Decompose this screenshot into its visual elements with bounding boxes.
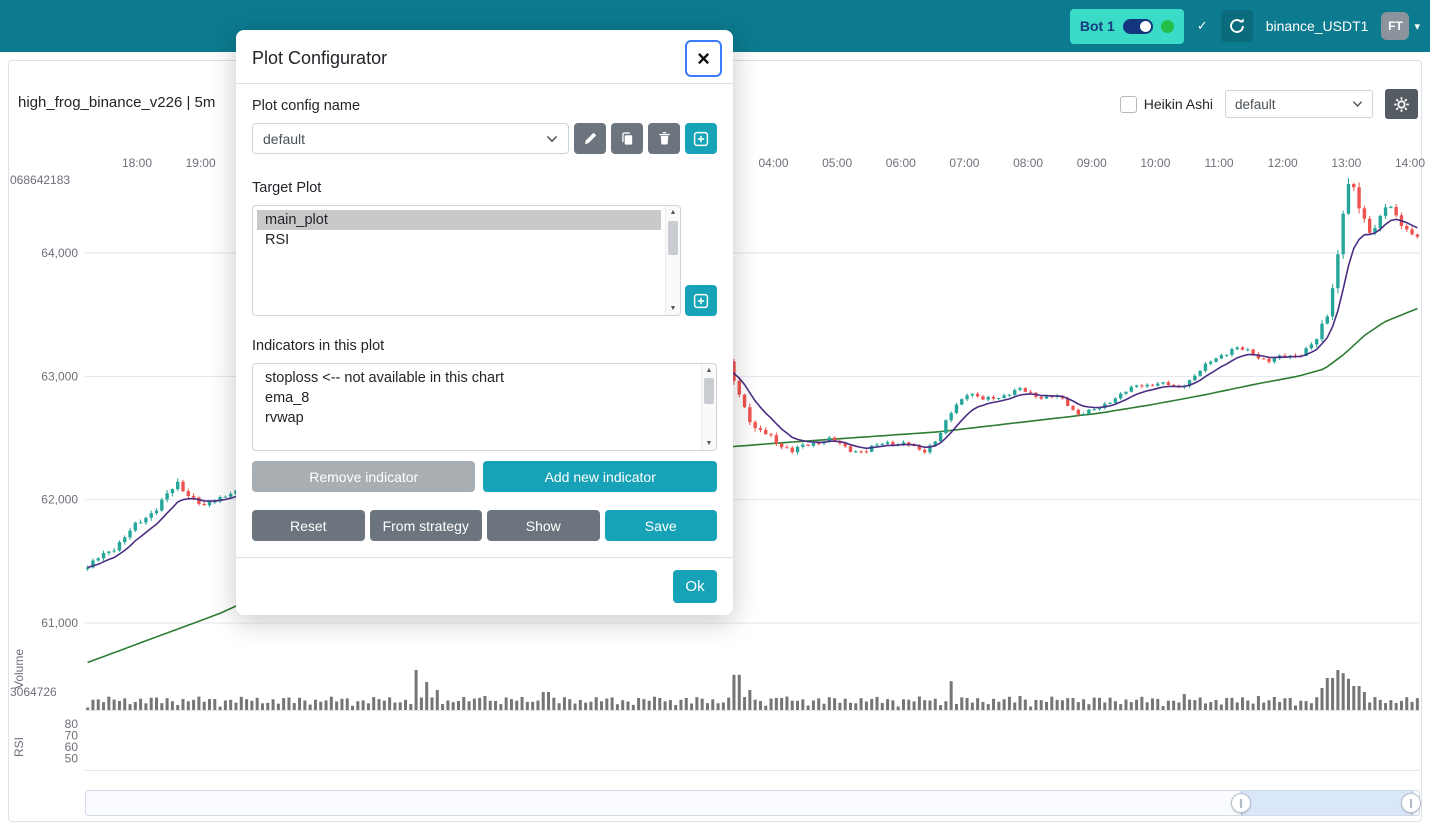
scroll-thumb[interactable] xyxy=(668,221,678,255)
volume-axis-title: Volume xyxy=(12,648,26,690)
gear-icon xyxy=(1394,96,1409,112)
bot-name-label: Bot 1 xyxy=(1079,18,1115,34)
chevron-down-icon xyxy=(546,135,558,142)
chart-pair-title: high_frog_binance_v226 | 5m xyxy=(18,94,216,111)
plot-config-name-select[interactable]: default xyxy=(252,123,569,154)
scrollbar[interactable]: ▲ ▼ xyxy=(701,364,716,450)
pencil-icon xyxy=(584,132,596,144)
scroll-down-arrow[interactable]: ▼ xyxy=(669,305,677,312)
target-plot-label: Target Plot xyxy=(252,180,322,196)
chevron-down-icon xyxy=(1352,101,1363,108)
show-button[interactable]: Show xyxy=(487,510,600,541)
plus-square-icon xyxy=(693,131,709,146)
check-icon: ✓ xyxy=(1196,18,1208,33)
scrollbar[interactable]: ▲ ▼ xyxy=(665,206,680,315)
indicator-option-rvwap[interactable]: rvwap xyxy=(265,410,304,426)
chart-controls: Heikin Ashi default xyxy=(1119,89,1418,119)
plot-config-dropdown-value: default xyxy=(1235,96,1276,112)
target-plot-listbox[interactable]: main_plot RSI ▲ ▼ xyxy=(252,205,681,316)
heikin-ashi-toggle[interactable]: Heikin Ashi xyxy=(1119,95,1213,113)
avatar: FT xyxy=(1381,12,1410,40)
ok-button[interactable]: Ok xyxy=(673,570,717,603)
scroll-down-arrow[interactable]: ▼ xyxy=(705,440,713,447)
delete-config-button[interactable] xyxy=(648,123,680,154)
plus-square-icon xyxy=(693,293,709,308)
from-strategy-button[interactable]: From strategy xyxy=(369,510,482,541)
indicator-buttons-row: Remove indicator Add new indicator xyxy=(252,461,717,492)
remove-indicator-button[interactable]: Remove indicator xyxy=(252,461,476,492)
indicators-label: Indicators in this plot xyxy=(252,338,385,354)
refresh-icon xyxy=(1229,18,1244,33)
caret-down-icon: ▾ xyxy=(1414,20,1420,33)
config-actions-row: Reset From strategy Show Save xyxy=(252,510,717,541)
indicator-option-ema-8[interactable]: ema_8 xyxy=(265,390,310,406)
avatar-initials: FT xyxy=(1388,19,1403,33)
bot-online-dot xyxy=(1160,19,1174,33)
add-config-button[interactable] xyxy=(685,123,717,154)
duplicate-config-button[interactable] xyxy=(611,123,643,154)
datazoom-window[interactable] xyxy=(1241,791,1413,815)
reset-button[interactable]: Reset xyxy=(252,510,365,541)
close-button[interactable]: × xyxy=(685,40,722,77)
plot-config-dropdown[interactable]: default xyxy=(1225,90,1373,118)
trash-icon xyxy=(658,132,670,145)
plot-config-name-value: default xyxy=(263,130,306,147)
datazoom-right-handle[interactable]: ∥ xyxy=(1401,793,1421,813)
navbar-right-controls: Bot 1 ✓ binance_USDT1 FT ▾ xyxy=(1069,0,1420,52)
toggle-knob xyxy=(1139,20,1151,32)
add-new-indicator-button[interactable]: Add new indicator xyxy=(483,461,717,492)
modal-body: Plot config name default xyxy=(236,84,733,557)
copy-icon xyxy=(621,132,632,145)
target-plot-option-main-plot[interactable]: main_plot xyxy=(257,210,661,230)
datazoom-left-handle[interactable]: ∥ xyxy=(1231,793,1251,813)
rsi-axis-title: RSI xyxy=(12,737,26,758)
modal-title: Plot Configurator xyxy=(252,48,388,68)
modal-header: Plot Configurator × xyxy=(236,30,733,84)
bot-toggle-switch[interactable] xyxy=(1122,18,1153,34)
heikin-ashi-checkbox[interactable] xyxy=(1119,95,1137,113)
modal-footer: Ok xyxy=(236,557,733,615)
add-target-plot-button[interactable] xyxy=(685,285,717,316)
datazoom-slider[interactable]: ∥ ∥ xyxy=(85,790,1421,816)
bot-selector-button[interactable]: Bot 1 xyxy=(1069,8,1184,44)
exchange-label: binance_USDT1 xyxy=(1265,18,1369,34)
plot-configurator-dialog: Plot Configurator × Plot config name def… xyxy=(236,30,733,615)
scroll-up-arrow[interactable]: ▲ xyxy=(705,367,713,374)
plot-settings-button[interactable] xyxy=(1385,89,1418,119)
refresh-button[interactable] xyxy=(1220,10,1253,42)
heikin-ashi-label: Heikin Ashi xyxy=(1143,96,1213,112)
indicator-option-stoploss[interactable]: stoploss <-- not available in this chart xyxy=(265,370,504,386)
scroll-thumb[interactable] xyxy=(704,378,714,404)
scroll-up-arrow[interactable]: ▲ xyxy=(669,209,677,216)
config-name-row: default xyxy=(252,123,717,154)
datazoom-preview xyxy=(86,791,1419,815)
target-plot-row: main_plot RSI ▲ ▼ xyxy=(252,205,717,316)
indicators-listbox[interactable]: stoploss <-- not available in this chart… xyxy=(252,363,717,451)
edit-config-button[interactable] xyxy=(574,123,606,154)
plot-config-name-label: Plot config name xyxy=(252,98,361,114)
target-plot-option-rsi[interactable]: RSI xyxy=(265,232,290,248)
save-button[interactable]: Save xyxy=(604,510,717,541)
user-menu[interactable]: FT ▾ xyxy=(1381,12,1420,40)
